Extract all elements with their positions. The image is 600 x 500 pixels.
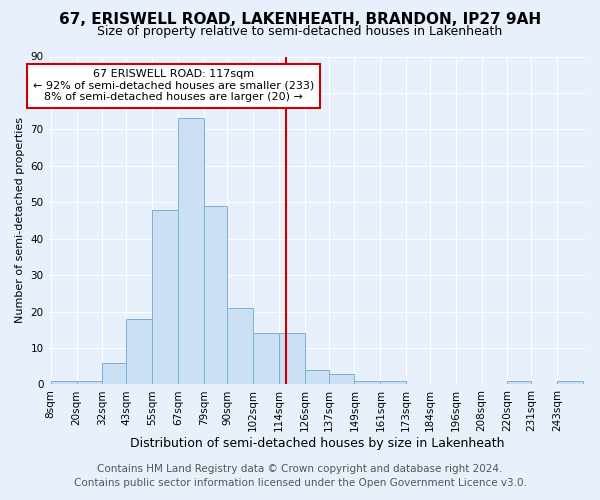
Bar (380, 381, 406, 384)
Text: Size of property relative to semi-detached houses in Lakenheath: Size of property relative to semi-detach… (97, 25, 503, 38)
Bar (329, 374, 355, 384)
Bar (152, 210, 178, 384)
Bar (103, 362, 126, 384)
Bar (253, 334, 279, 384)
X-axis label: Distribution of semi-detached houses by size in Lakenheath: Distribution of semi-detached houses by … (130, 437, 504, 450)
Bar (227, 308, 253, 384)
Bar (305, 370, 329, 384)
Text: Contains HM Land Registry data © Crown copyright and database right 2024.
Contai: Contains HM Land Registry data © Crown c… (74, 464, 526, 487)
Bar (279, 334, 305, 384)
Bar (126, 319, 152, 384)
Text: 67, ERISWELL ROAD, LAKENHEATH, BRANDON, IP27 9AH: 67, ERISWELL ROAD, LAKENHEATH, BRANDON, … (59, 12, 541, 28)
Y-axis label: Number of semi-detached properties: Number of semi-detached properties (15, 118, 25, 324)
Bar (557, 381, 583, 384)
Bar (203, 206, 227, 384)
Bar (508, 381, 531, 384)
Bar (77, 381, 103, 384)
Bar (50, 381, 77, 384)
Bar (178, 118, 203, 384)
Text: 67 ERISWELL ROAD: 117sqm
← 92% of semi-detached houses are smaller (233)
8% of s: 67 ERISWELL ROAD: 117sqm ← 92% of semi-d… (33, 70, 314, 102)
Bar (355, 381, 380, 384)
